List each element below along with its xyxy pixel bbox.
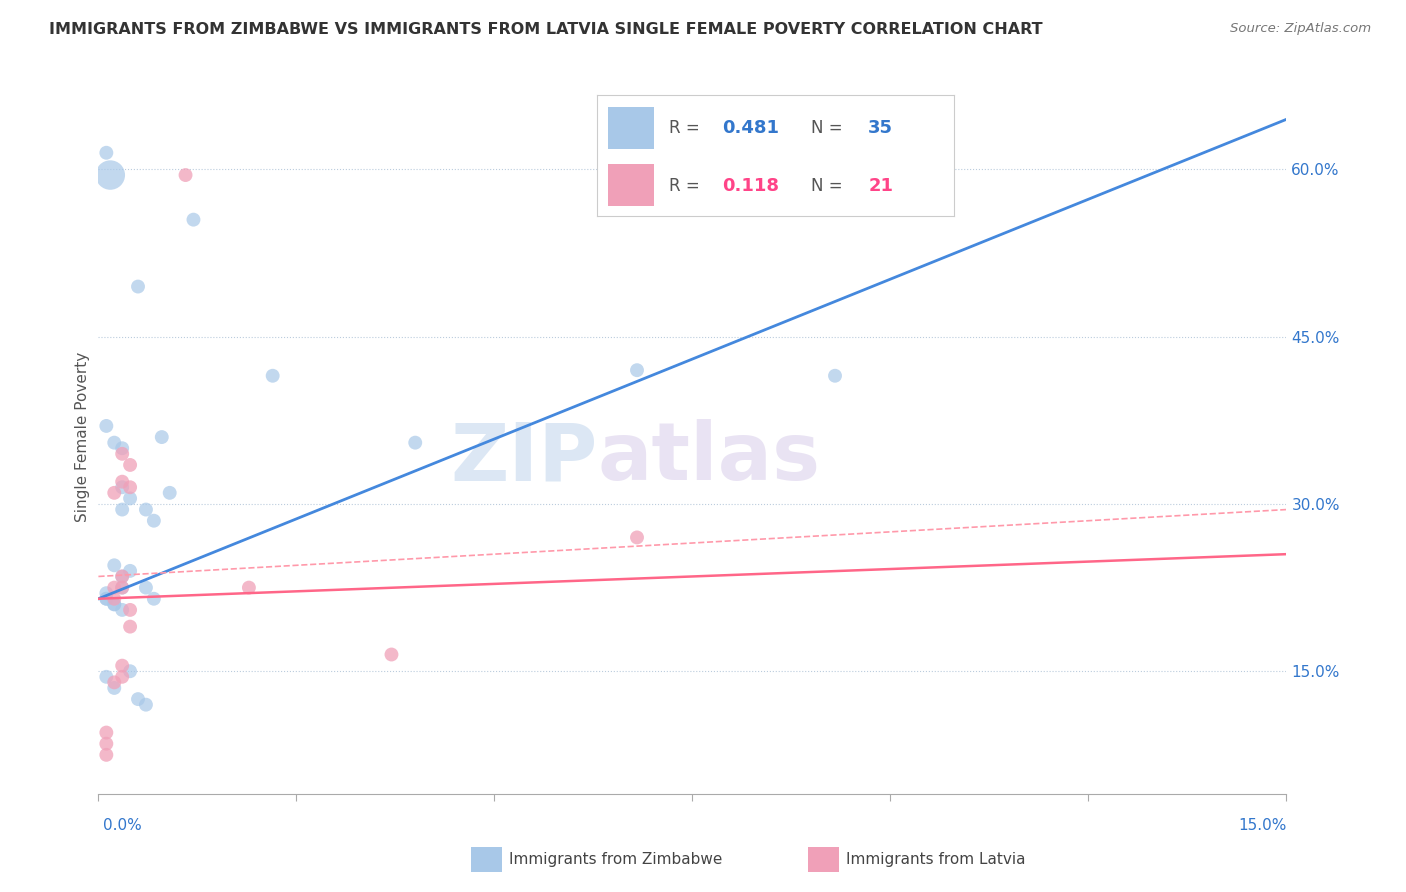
Point	[142, 591, 165, 606]
Point	[159, 485, 181, 500]
Text: Immigrants from Latvia: Immigrants from Latvia	[846, 853, 1026, 867]
Text: ZIP: ZIP	[450, 419, 598, 498]
Point	[120, 619, 142, 633]
Point	[103, 598, 125, 612]
Point	[103, 485, 125, 500]
Point	[404, 435, 426, 450]
Text: atlas: atlas	[598, 419, 821, 498]
Point	[127, 692, 149, 706]
Point	[238, 581, 260, 595]
Point	[103, 681, 125, 695]
Point	[96, 747, 118, 762]
Text: 0.0%: 0.0%	[103, 818, 142, 832]
Point	[96, 591, 118, 606]
Point	[174, 168, 197, 182]
Point	[135, 698, 157, 712]
Point	[103, 558, 125, 573]
Point	[111, 658, 134, 673]
Point	[135, 502, 157, 516]
Point	[111, 475, 134, 489]
Point	[626, 363, 648, 377]
Point	[120, 603, 142, 617]
Point	[120, 664, 142, 678]
Point	[142, 514, 165, 528]
Point	[380, 648, 402, 662]
Text: IMMIGRANTS FROM ZIMBABWE VS IMMIGRANTS FROM LATVIA SINGLE FEMALE POVERTY CORRELA: IMMIGRANTS FROM ZIMBABWE VS IMMIGRANTS F…	[49, 22, 1043, 37]
Text: Immigrants from Zimbabwe: Immigrants from Zimbabwe	[509, 853, 723, 867]
Point	[120, 564, 142, 578]
Point	[150, 430, 173, 444]
Point	[96, 145, 118, 160]
Point	[183, 212, 205, 227]
Point	[111, 603, 134, 617]
Point	[262, 368, 284, 383]
Y-axis label: Single Female Poverty: Single Female Poverty	[75, 352, 90, 522]
Point	[120, 480, 142, 494]
Point	[111, 502, 134, 516]
Text: Source: ZipAtlas.com: Source: ZipAtlas.com	[1230, 22, 1371, 36]
Point	[111, 447, 134, 461]
Point	[626, 530, 648, 544]
Point	[120, 458, 142, 472]
Point	[103, 591, 125, 606]
Point	[96, 737, 118, 751]
Point	[824, 368, 846, 383]
Point	[103, 598, 125, 612]
Point	[96, 586, 118, 600]
Point	[103, 435, 125, 450]
Text: 15.0%: 15.0%	[1239, 818, 1286, 832]
Point	[103, 675, 125, 690]
Point	[96, 419, 118, 434]
Point	[103, 581, 125, 595]
Point	[98, 168, 121, 182]
Point	[127, 279, 149, 293]
Point	[96, 725, 118, 739]
Point	[111, 670, 134, 684]
Point	[111, 442, 134, 455]
Point	[111, 480, 134, 494]
Point	[111, 569, 134, 583]
Point	[96, 591, 118, 606]
Point	[96, 670, 118, 684]
Point	[135, 581, 157, 595]
Point	[111, 581, 134, 595]
Point	[120, 491, 142, 506]
Point	[111, 569, 134, 583]
Point	[111, 581, 134, 595]
